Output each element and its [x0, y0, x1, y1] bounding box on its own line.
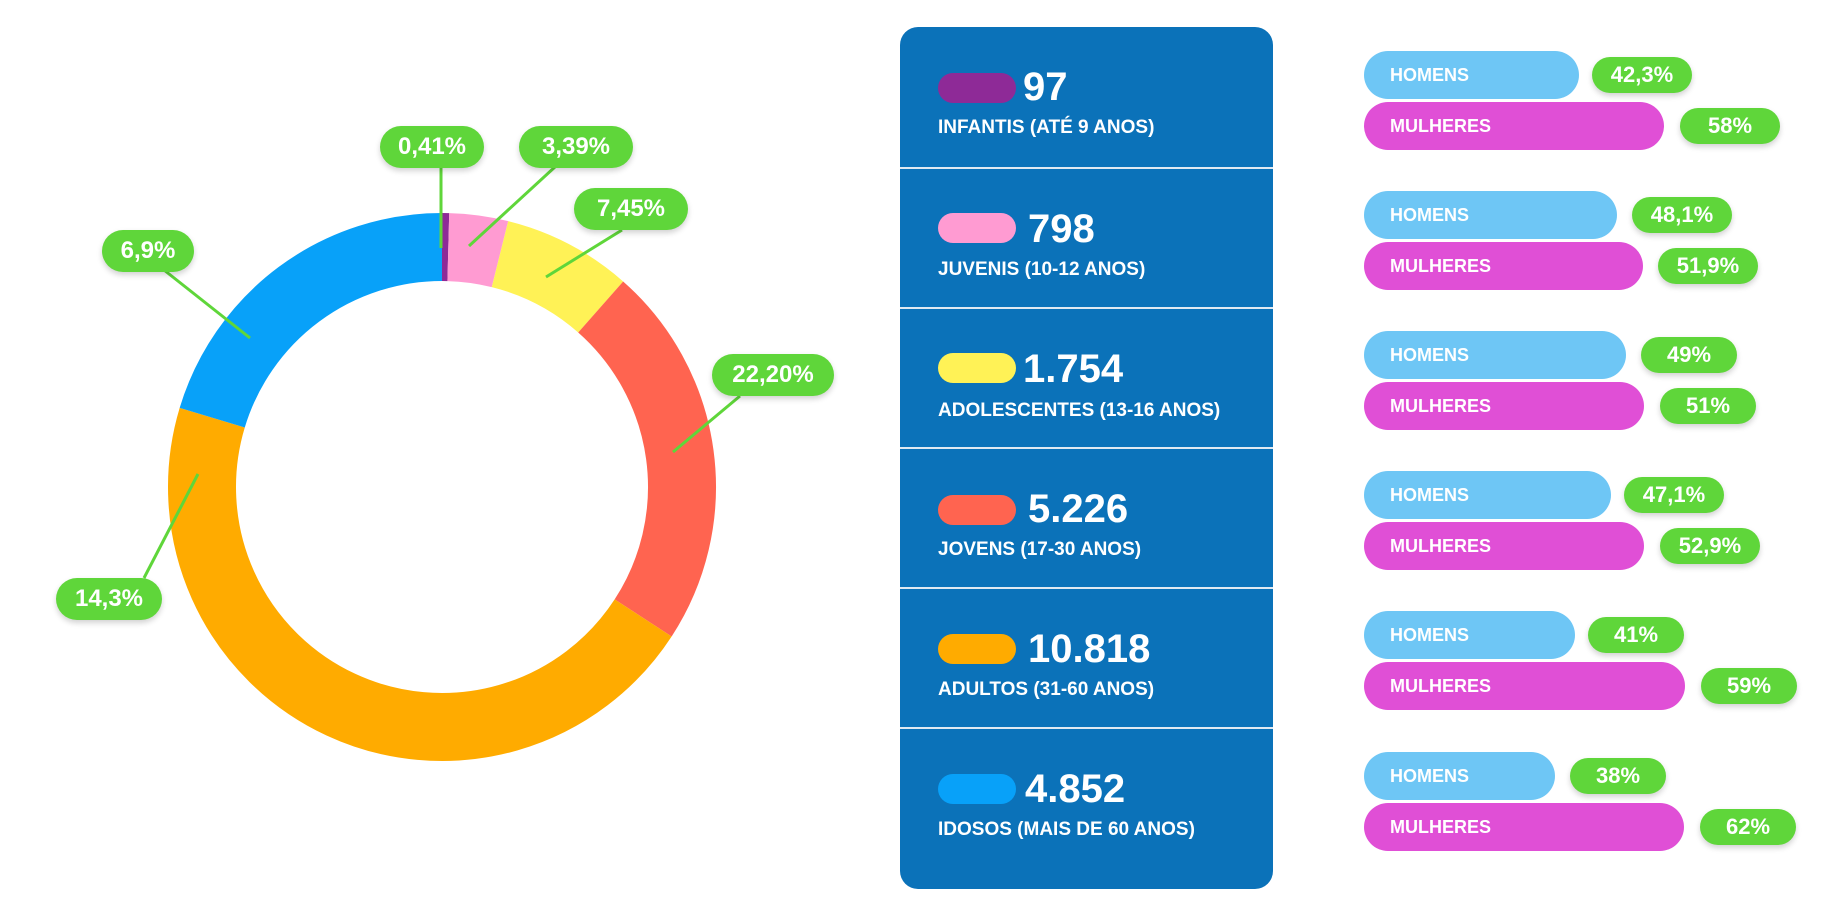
women-label: MULHERES: [1390, 395, 1492, 416]
men-bar: HOMENS: [1364, 752, 1555, 800]
color-swatch-infantis: [938, 73, 1016, 103]
slice-label-idosos: 6,9%: [102, 230, 194, 272]
men-label: HOMENS: [1390, 344, 1470, 365]
group-count: 1.754: [1023, 347, 1124, 391]
women-label: MULHERES: [1390, 816, 1492, 837]
women-bar: MULHERES: [1364, 382, 1644, 430]
group-label: JUVENIS (10-12 ANOS): [938, 259, 1146, 280]
men-percent-pill: 42,3%: [1592, 57, 1692, 93]
men-percent-pill: 48,1%: [1632, 197, 1732, 233]
group-row-adultos: 10.818 ADULTOS (31-60 ANOS): [900, 587, 1273, 729]
women-bar: MULHERES: [1364, 803, 1684, 851]
women-label: MULHERES: [1390, 675, 1492, 696]
slice-label-infantis: 0,41%: [380, 126, 484, 168]
women-bar: MULHERES: [1364, 102, 1664, 150]
group-count: 97: [1023, 65, 1068, 109]
color-swatch-adolescentes: [938, 353, 1016, 383]
men-label: HOMENS: [1390, 484, 1470, 505]
men-label: HOMENS: [1390, 204, 1470, 225]
leader-line-juvenis: [467, 164, 558, 248]
women-bar: MULHERES: [1364, 522, 1644, 570]
slice-label-jovens: 22,20%: [712, 354, 834, 396]
women-bar: MULHERES: [1364, 662, 1685, 710]
men-bar: HOMENS: [1364, 331, 1626, 379]
group-count: 10.818: [1028, 627, 1151, 671]
age-group-panel: 97 INFANTIS (ATÉ 9 ANOS) 798 JUVENIS (10…: [900, 27, 1273, 889]
slice-label-adolescentes: 7,45%: [574, 188, 688, 230]
group-row-adolescentes: 1.754 ADOLESCENTES (13-16 ANOS): [900, 307, 1273, 449]
group-row-idosos: 4.852 IDOSOS (MAIS DE 60 ANOS): [900, 727, 1273, 869]
group-count: 4.852: [1025, 767, 1126, 811]
women-percent-pill: 58%: [1680, 108, 1780, 144]
group-row-juvenis: 798 JUVENIS (10-12 ANOS): [900, 167, 1273, 309]
men-percent-pill: 38%: [1570, 758, 1666, 794]
donut-chart: [142, 164, 741, 761]
women-percent-pill: 51,9%: [1658, 248, 1758, 284]
group-label: ADULTOS (31-60 ANOS): [938, 679, 1155, 700]
group-row-infantis: 97 INFANTIS (ATÉ 9 ANOS): [900, 27, 1273, 167]
men-percent-pill: 47,1%: [1624, 477, 1724, 513]
men-bar: HOMENS: [1364, 51, 1579, 99]
donut-slice-adultos: [168, 407, 672, 761]
women-percent-pill: 59%: [1701, 668, 1797, 704]
donut-slice-idosos: [179, 213, 443, 429]
men-label: HOMENS: [1390, 624, 1470, 645]
women-percent-pill: 52,9%: [1660, 528, 1760, 564]
group-label: JOVENS (17-30 ANOS): [938, 539, 1142, 560]
group-count: 798: [1028, 207, 1095, 251]
group-row-jovens: 5.226 JOVENS (17-30 ANOS): [900, 447, 1273, 589]
leader-line-idosos: [163, 268, 251, 340]
donut-slice-jovens: [577, 281, 716, 637]
men-bar: HOMENS: [1364, 611, 1575, 659]
men-bar: HOMENS: [1364, 191, 1617, 239]
women-bar: MULHERES: [1364, 242, 1643, 290]
color-swatch-jovens: [938, 495, 1016, 525]
men-percent-pill: 49%: [1641, 337, 1737, 373]
leader-line-adultos: [142, 473, 200, 579]
leader-line-jovens: [672, 394, 741, 454]
men-label: HOMENS: [1390, 64, 1470, 85]
group-label: INFANTIS (ATÉ 9 ANOS): [938, 117, 1155, 138]
color-swatch-adultos: [938, 634, 1016, 664]
men-label: HOMENS: [1390, 765, 1470, 786]
donut-slice-adolescentes: [490, 221, 624, 333]
slice-label-juvenis: 3,39%: [519, 126, 633, 168]
women-label: MULHERES: [1390, 255, 1492, 276]
slice-label-adultos: 14,3%: [56, 578, 162, 620]
women-label: MULHERES: [1390, 115, 1492, 136]
donut-slice-juvenis: [446, 213, 509, 288]
color-swatch-idosos: [938, 774, 1016, 804]
group-label: IDOSOS (MAIS DE 60 ANOS): [938, 819, 1195, 840]
women-label: MULHERES: [1390, 535, 1492, 556]
group-label: ADOLESCENTES (13-16 ANOS): [938, 400, 1221, 421]
women-percent-pill: 62%: [1700, 809, 1796, 845]
men-bar: HOMENS: [1364, 471, 1611, 519]
leader-line-adolescentes: [545, 228, 623, 279]
color-swatch-juvenis: [938, 213, 1016, 243]
group-count: 5.226: [1028, 487, 1129, 531]
men-percent-pill: 41%: [1588, 617, 1684, 653]
women-percent-pill: 51%: [1660, 388, 1756, 424]
